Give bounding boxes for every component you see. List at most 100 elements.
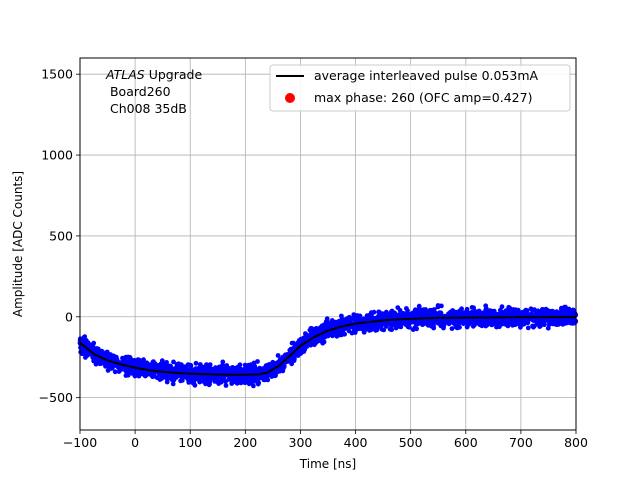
sample-point	[425, 321, 430, 327]
sample-point	[543, 311, 548, 317]
sample-point	[292, 356, 297, 362]
sample-point	[429, 307, 434, 313]
sample-point	[379, 326, 385, 332]
sample-point	[449, 326, 455, 331]
sample-point	[567, 311, 573, 316]
x-tick-label: −100	[63, 435, 97, 450]
sample-point	[547, 317, 553, 323]
x-tick-label: 800	[564, 435, 588, 450]
sample-point	[467, 318, 472, 323]
legend-average-label: average interleaved pulse 0.053mA	[314, 68, 539, 83]
sample-point	[455, 323, 461, 329]
sample-point	[146, 362, 152, 367]
sample-point	[514, 318, 519, 324]
sample-point	[405, 308, 410, 314]
sample-point	[159, 358, 165, 364]
annotation-italic: ATLAS	[105, 67, 145, 82]
average-pulse-line	[79, 316, 576, 376]
sample-point	[212, 374, 217, 380]
sample-point	[289, 361, 295, 367]
sample-point	[313, 328, 319, 334]
sample-point	[220, 359, 226, 365]
y-axis-label: Amplitude [ADC Counts]	[11, 171, 25, 317]
x-tick-label: 100	[178, 435, 202, 450]
sample-point	[322, 322, 328, 328]
sample-point	[123, 358, 129, 364]
sample-point	[362, 327, 368, 333]
sample-point	[229, 369, 235, 374]
sample-point	[485, 317, 490, 323]
sample-point	[164, 379, 170, 385]
sample-point	[385, 321, 391, 327]
sample-point	[388, 309, 394, 315]
sample-point	[525, 325, 531, 331]
sample-point	[275, 353, 281, 358]
sample-point	[223, 370, 228, 375]
sample-point	[308, 326, 314, 331]
legend: average interleaved pulse 0.053mA max ph…	[269, 64, 571, 112]
sample-point	[270, 359, 276, 365]
sample-point	[515, 307, 521, 313]
sample-point	[180, 364, 186, 370]
sample-point	[268, 363, 274, 369]
y-tick-label: −500	[39, 390, 73, 405]
sample-point	[505, 323, 511, 329]
sample-point	[563, 304, 568, 310]
sample-point	[368, 327, 374, 333]
sample-point	[400, 321, 406, 326]
sample-point	[223, 379, 229, 384]
sample-point	[125, 372, 131, 378]
sample-point	[519, 318, 525, 323]
sample-point	[346, 315, 352, 320]
sample-point	[560, 307, 566, 313]
sample-point	[377, 311, 383, 316]
sample-point	[356, 317, 362, 323]
sample-point	[256, 375, 261, 380]
sample-point	[135, 357, 141, 362]
sample-point	[389, 327, 394, 333]
sample-point	[155, 363, 161, 368]
sample-point	[461, 321, 467, 326]
sample-point	[123, 367, 129, 373]
legend-box	[269, 64, 571, 112]
sample-point	[435, 303, 441, 308]
sample-point	[500, 321, 506, 326]
sample-point	[509, 312, 515, 317]
sample-point	[378, 322, 384, 328]
sample-point	[255, 381, 261, 387]
sample-point	[321, 339, 327, 345]
sample-point	[193, 360, 199, 366]
sample-point	[326, 320, 332, 325]
sample-point	[128, 357, 134, 362]
sample-point	[179, 378, 185, 383]
sample-point	[570, 321, 575, 326]
sample-point	[234, 367, 240, 372]
y-axis-ticks: −500 0 500 1000 1500	[39, 67, 80, 405]
sample-point	[521, 321, 526, 327]
x-axis-ticks: −100 0 100 200 300 400 500 600 700 800	[63, 430, 588, 450]
sample-point	[537, 320, 543, 326]
sample-point	[257, 367, 263, 372]
sample-point	[398, 324, 404, 330]
sample-point	[417, 312, 422, 317]
sample-point	[164, 376, 170, 381]
sample-point	[418, 307, 423, 313]
sample-point	[317, 325, 323, 331]
x-tick-label: 500	[399, 435, 423, 450]
sample-point	[298, 347, 304, 352]
sample-point	[493, 321, 499, 327]
sample-point	[471, 321, 476, 327]
x-tick-label: 700	[509, 435, 533, 450]
sample-point	[540, 307, 546, 312]
sample-point	[89, 345, 95, 351]
x-axis-label: Time [ns]	[299, 457, 356, 471]
sample-point	[459, 306, 464, 312]
sample-point	[470, 311, 476, 317]
sample-point	[429, 311, 435, 317]
sample-point	[251, 378, 257, 384]
x-tick-label: 200	[233, 435, 257, 450]
sample-point	[479, 320, 484, 326]
sample-point	[333, 328, 339, 334]
y-tick-label: 500	[49, 228, 73, 243]
